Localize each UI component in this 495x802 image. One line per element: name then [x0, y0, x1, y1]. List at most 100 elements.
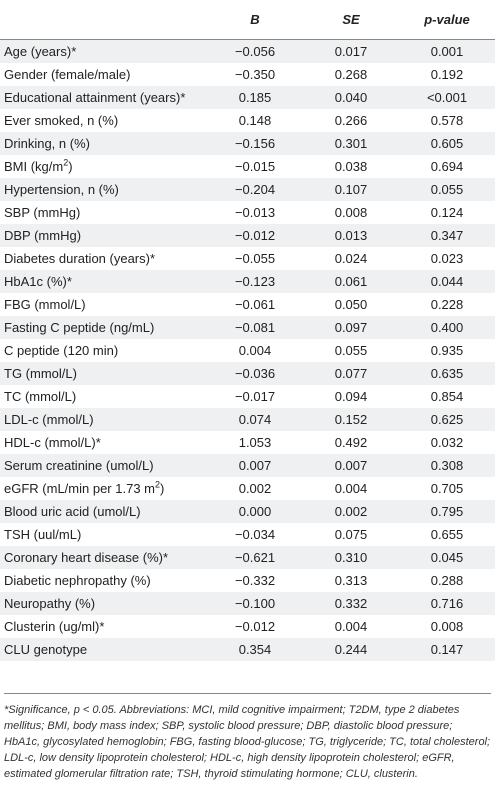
- table-row: Blood uric acid (umol/L) 0.000 0.002 0.795: [0, 500, 495, 523]
- cell-p-value: 0.192: [399, 63, 495, 86]
- row-label: C peptide (120 min): [0, 339, 207, 362]
- row-label-suffix: ): [160, 481, 165, 496]
- cell-se: 0.266: [303, 109, 399, 132]
- cell-se: 0.152: [303, 408, 399, 431]
- row-label: Gender (female/male): [0, 63, 207, 86]
- cell-b: 0.002: [207, 477, 303, 500]
- row-label-text: Diabetes duration (years)*: [4, 251, 156, 266]
- cell-se: 0.097: [303, 316, 399, 339]
- table-row: BMI (kg/m2) −0.015 0.038 0.694: [0, 155, 495, 178]
- table-row: Drinking, n (%) −0.156 0.301 0.605: [0, 132, 495, 155]
- cell-se: 0.007: [303, 454, 399, 477]
- cell-b: −0.015: [207, 155, 303, 178]
- cell-p-value: 0.055: [399, 178, 495, 201]
- table-row: Fasting C peptide (ng/mL) −0.081 0.097 0.40…: [0, 316, 495, 339]
- header-se: SE: [303, 0, 399, 40]
- row-label: Serum creatinine (umol/L): [0, 454, 207, 477]
- header-row: B SE p-value: [0, 0, 495, 40]
- cell-b: −0.056: [207, 39, 303, 63]
- row-label: Hypertension, n (%): [0, 178, 207, 201]
- cell-p-value: 0.694: [399, 155, 495, 178]
- table-row: TG (mmol/L) −0.036 0.077 0.635: [0, 362, 495, 385]
- cell-b: 0.000: [207, 500, 303, 523]
- row-label: HDL-c (mmol/L)*: [0, 431, 207, 454]
- row-label-text: DBP (mmHg): [4, 228, 82, 243]
- row-label-text: Hypertension, n (%): [4, 182, 119, 197]
- row-label-superscript: 2: [63, 157, 69, 168]
- cell-b: −0.350: [207, 63, 303, 86]
- cell-se: 0.024: [303, 247, 399, 270]
- cell-se: 0.004: [303, 477, 399, 500]
- cell-b: −0.034: [207, 523, 303, 546]
- table-row: Ever smoked, n (%) 0.148 0.266 0.578: [0, 109, 495, 132]
- row-label-text: Serum creatinine (umol/L): [4, 458, 154, 473]
- cell-p-value: 0.635: [399, 362, 495, 385]
- row-label-superscript: 2: [155, 479, 161, 490]
- row-label-text: Neuropathy (%): [4, 596, 96, 611]
- table-row: HbA1c (%)* −0.123 0.061 0.044: [0, 270, 495, 293]
- row-label-suffix: ): [68, 159, 73, 174]
- cell-b: 0.004: [207, 339, 303, 362]
- cell-se: 0.002: [303, 500, 399, 523]
- row-label-text: LDL-c (mmol/L): [4, 412, 94, 427]
- cell-se: 0.077: [303, 362, 399, 385]
- row-label: Ever smoked, n (%): [0, 109, 207, 132]
- cell-p-value: 0.008: [399, 615, 495, 638]
- table-row: Diabetic nephropathy (%) −0.332 0.313 0.288: [0, 569, 495, 592]
- row-label-text: C peptide (120 min): [4, 343, 119, 358]
- row-label: DBP (mmHg): [0, 224, 207, 247]
- cell-b: 0.007: [207, 454, 303, 477]
- cell-b: −0.081: [207, 316, 303, 339]
- cell-p-value: 0.023: [399, 247, 495, 270]
- table-row: TC (mmol/L) −0.017 0.094 0.854: [0, 385, 495, 408]
- row-label-text: TC (mmol/L): [4, 389, 77, 404]
- table-row: SBP (mmHg) −0.013 0.008 0.124: [0, 201, 495, 224]
- cell-p-value: 0.044: [399, 270, 495, 293]
- table-row: CLU genotype 0.354 0.244 0.147: [0, 638, 495, 661]
- table-row: Gender (female/male) −0.350 0.268 0.192: [0, 63, 495, 86]
- row-label: HbA1c (%)*: [0, 270, 207, 293]
- row-label-text: TG (mmol/L): [4, 366, 77, 381]
- cell-p-value: 0.288: [399, 569, 495, 592]
- cell-p-value: <0.001: [399, 86, 495, 109]
- row-label-text: TSH (uul/mL): [4, 527, 82, 542]
- cell-p-value: 0.605: [399, 132, 495, 155]
- cell-se: 0.310: [303, 546, 399, 569]
- cell-p-value: 0.347: [399, 224, 495, 247]
- row-label: SBP (mmHg): [0, 201, 207, 224]
- table-row: HDL-c (mmol/L)* 1.053 0.492 0.032: [0, 431, 495, 454]
- row-label: TSH (uul/mL): [0, 523, 207, 546]
- row-label: eGFR (mL/min per 1.73 m2): [0, 477, 207, 500]
- row-label-text: Educational attainment (years)*: [4, 90, 186, 105]
- cell-se: 0.492: [303, 431, 399, 454]
- cell-p-value: 0.935: [399, 339, 495, 362]
- cell-se: 0.040: [303, 86, 399, 109]
- table-row: DBP (mmHg) −0.012 0.013 0.347: [0, 224, 495, 247]
- cell-p-value: 0.001: [399, 39, 495, 63]
- cell-p-value: 0.308: [399, 454, 495, 477]
- row-label-text: Gender (female/male): [4, 67, 131, 82]
- table-row: Neuropathy (%) −0.100 0.332 0.716: [0, 592, 495, 615]
- cell-se: 0.332: [303, 592, 399, 615]
- cell-se: 0.268: [303, 63, 399, 86]
- cell-se: 0.013: [303, 224, 399, 247]
- cell-b: 0.074: [207, 408, 303, 431]
- row-label-text: Ever smoked, n (%): [4, 113, 119, 128]
- cell-b: −0.123: [207, 270, 303, 293]
- cell-b: 0.185: [207, 86, 303, 109]
- table-row: Coronary heart disease (%)* −0.621 0.310 0.…: [0, 546, 495, 569]
- cell-b: −0.012: [207, 615, 303, 638]
- cell-se: 0.055: [303, 339, 399, 362]
- table-row: TSH (uul/mL) −0.034 0.075 0.655: [0, 523, 495, 546]
- cell-se: 0.075: [303, 523, 399, 546]
- cell-p-value: 0.795: [399, 500, 495, 523]
- table-row: LDL-c (mmol/L) 0.074 0.152 0.625: [0, 408, 495, 431]
- row-label-text: Diabetic nephropathy (%): [4, 573, 151, 588]
- row-label-text: FBG (mmol/L): [4, 297, 86, 312]
- cell-b: −0.013: [207, 201, 303, 224]
- cell-b: 0.354: [207, 638, 303, 661]
- row-label: Diabetic nephropathy (%): [0, 569, 207, 592]
- cell-b: −0.036: [207, 362, 303, 385]
- row-label: Clusterin (ug/ml)*: [0, 615, 207, 638]
